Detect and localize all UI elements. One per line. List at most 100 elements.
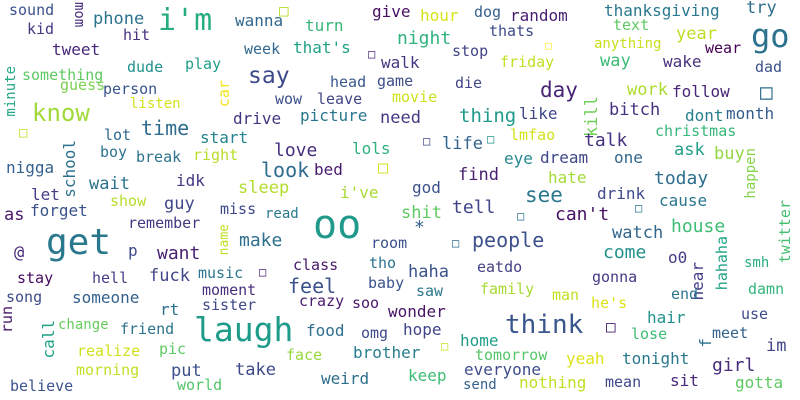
word: sit xyxy=(670,371,699,390)
word: today xyxy=(654,168,709,189)
word: □ xyxy=(19,125,28,141)
word: eye xyxy=(504,149,533,168)
word: world xyxy=(177,376,223,394)
word: p xyxy=(128,241,138,260)
word: sister xyxy=(202,296,257,314)
word: brother xyxy=(353,343,421,362)
word: someone xyxy=(72,288,140,307)
word: play xyxy=(185,55,222,73)
word: hit xyxy=(123,26,151,44)
word: need xyxy=(380,108,421,128)
word: nothing xyxy=(519,373,587,392)
word: hahaha xyxy=(713,236,731,291)
word: random xyxy=(510,6,568,25)
word: believe xyxy=(10,377,74,395)
word: eatdo xyxy=(477,258,523,276)
word: i've xyxy=(340,183,379,202)
word: □ xyxy=(441,339,449,353)
word: sound xyxy=(9,1,55,19)
word: cause xyxy=(659,191,708,210)
word: @ xyxy=(14,243,25,263)
word: music xyxy=(198,264,244,282)
word: tomorrow xyxy=(475,346,548,364)
word: make xyxy=(239,230,283,251)
word: use xyxy=(741,305,769,323)
word: meet xyxy=(712,324,749,342)
word: face xyxy=(286,346,323,364)
word: tell xyxy=(452,197,496,218)
word: lot xyxy=(104,126,132,144)
word: class xyxy=(293,256,339,274)
word: take xyxy=(235,360,276,380)
word: morning xyxy=(76,361,140,379)
word: stop xyxy=(452,42,489,60)
word: realize xyxy=(77,342,141,360)
word: name xyxy=(217,224,232,256)
word: call xyxy=(39,320,58,359)
word: bitch xyxy=(609,100,661,120)
word: □ xyxy=(760,80,773,104)
word: laugh xyxy=(194,310,294,349)
word: □ xyxy=(279,1,289,20)
word: thing xyxy=(459,105,517,127)
word: family xyxy=(480,280,535,298)
word: head xyxy=(330,73,367,91)
word: boy xyxy=(100,143,128,161)
word: think xyxy=(505,310,584,340)
word: as xyxy=(4,205,25,225)
word: dog xyxy=(474,3,502,21)
word: wow xyxy=(275,90,303,108)
word: change xyxy=(58,317,109,333)
word: gonna xyxy=(592,268,638,286)
word: oo xyxy=(313,202,362,248)
word: □ xyxy=(259,265,267,279)
word: work xyxy=(627,80,668,100)
word: show xyxy=(110,192,147,210)
word: miss xyxy=(220,200,257,218)
word: weird xyxy=(321,369,370,388)
word: man xyxy=(552,286,580,304)
word: let xyxy=(31,185,60,204)
word: talk xyxy=(584,130,628,151)
word: gotta xyxy=(735,373,784,392)
word: phone xyxy=(93,9,145,29)
word: everyone xyxy=(464,360,542,379)
word: know xyxy=(32,99,90,127)
word: moment xyxy=(202,281,257,299)
word: start xyxy=(200,128,249,147)
word: □ xyxy=(378,158,389,178)
word: week xyxy=(244,40,281,58)
word: thats xyxy=(489,22,535,40)
word: hair xyxy=(647,308,686,327)
word: bed xyxy=(314,160,343,179)
word: fuck xyxy=(149,266,190,286)
word: game xyxy=(377,72,414,90)
word: room xyxy=(371,234,408,252)
word: movie xyxy=(392,88,438,106)
word: wear xyxy=(705,39,742,57)
word: baby xyxy=(368,274,405,292)
word: forget xyxy=(30,201,88,220)
word: □ xyxy=(487,132,495,146)
word: text xyxy=(613,16,650,34)
word: mom xyxy=(71,2,87,28)
word: food xyxy=(306,321,345,340)
word: dont xyxy=(685,106,724,125)
word: mean xyxy=(605,373,642,391)
word: find xyxy=(458,165,499,185)
word: minute xyxy=(3,66,19,117)
word: twitter xyxy=(776,200,794,264)
word: see xyxy=(525,183,563,207)
word: night xyxy=(397,28,452,49)
word: guy xyxy=(164,194,195,214)
word: wonder xyxy=(388,302,446,321)
word: day xyxy=(540,78,578,102)
word: damn xyxy=(748,280,785,298)
word: yeah xyxy=(566,349,605,368)
word: people xyxy=(472,228,545,252)
word: stay xyxy=(17,269,54,287)
word: love xyxy=(274,140,318,161)
word: put xyxy=(171,361,202,381)
word: tho xyxy=(369,254,397,272)
word: listen xyxy=(130,96,181,112)
